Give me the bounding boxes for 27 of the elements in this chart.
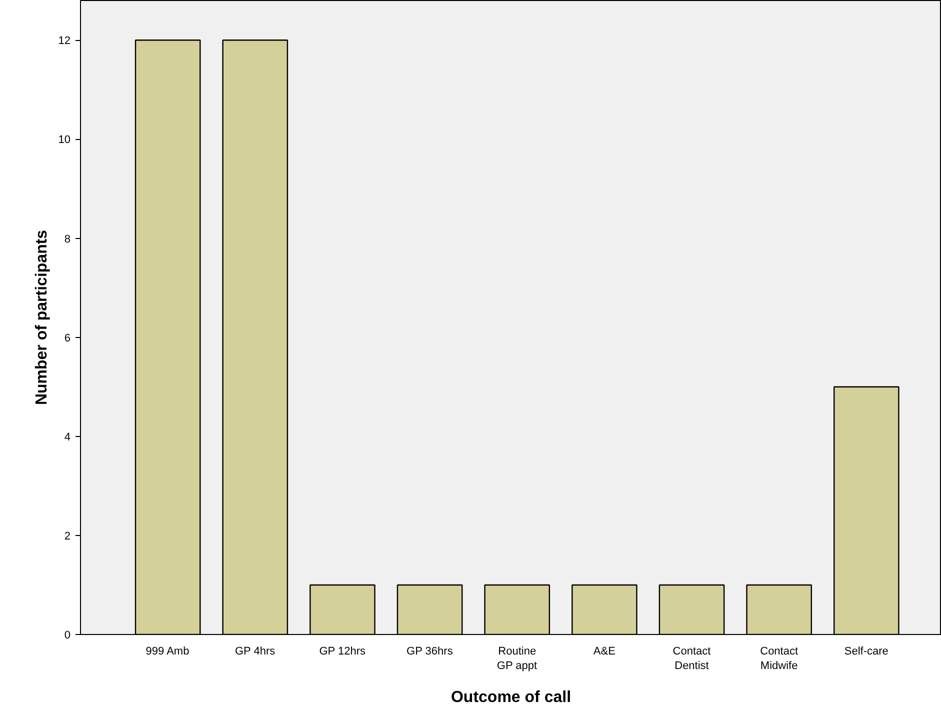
- y-tick-label: 4: [64, 431, 71, 444]
- y-tick-label: 10: [58, 134, 71, 146]
- y-tick-label: 12: [58, 35, 71, 48]
- x-tick-label: GP 12hrs: [319, 646, 366, 658]
- y-tick-label: 8: [64, 233, 71, 246]
- x-tick-label: GP 36hrs: [406, 646, 454, 658]
- x-tick-label: Self-care: [844, 646, 888, 658]
- bar: [572, 584, 638, 634]
- x-tick-label: GP 4hrs: [234, 646, 276, 658]
- y-tick-label: 0: [64, 630, 71, 642]
- bar: [222, 40, 288, 634]
- x-tick-label: 999 Amb: [146, 646, 190, 658]
- bar: [396, 584, 463, 634]
- x-tick-label: Routine GP appt: [496, 646, 538, 672]
- x-tick-label: Contact Dentist: [672, 646, 711, 672]
- bar: [658, 584, 725, 634]
- y-axis-title: Number of participants: [33, 230, 50, 406]
- y-tick-label: 6: [64, 332, 71, 344]
- y-tick-label: 2: [64, 530, 71, 542]
- bar: [484, 584, 550, 634]
- x-axis-title: Outcome of call: [450, 688, 572, 706]
- x-tick-label: A&E: [593, 646, 616, 658]
- bar: [746, 584, 812, 634]
- bar: [833, 386, 900, 634]
- bar: [134, 40, 201, 634]
- bar: [310, 584, 376, 634]
- x-tick-label: Contact Midwife: [760, 646, 798, 672]
